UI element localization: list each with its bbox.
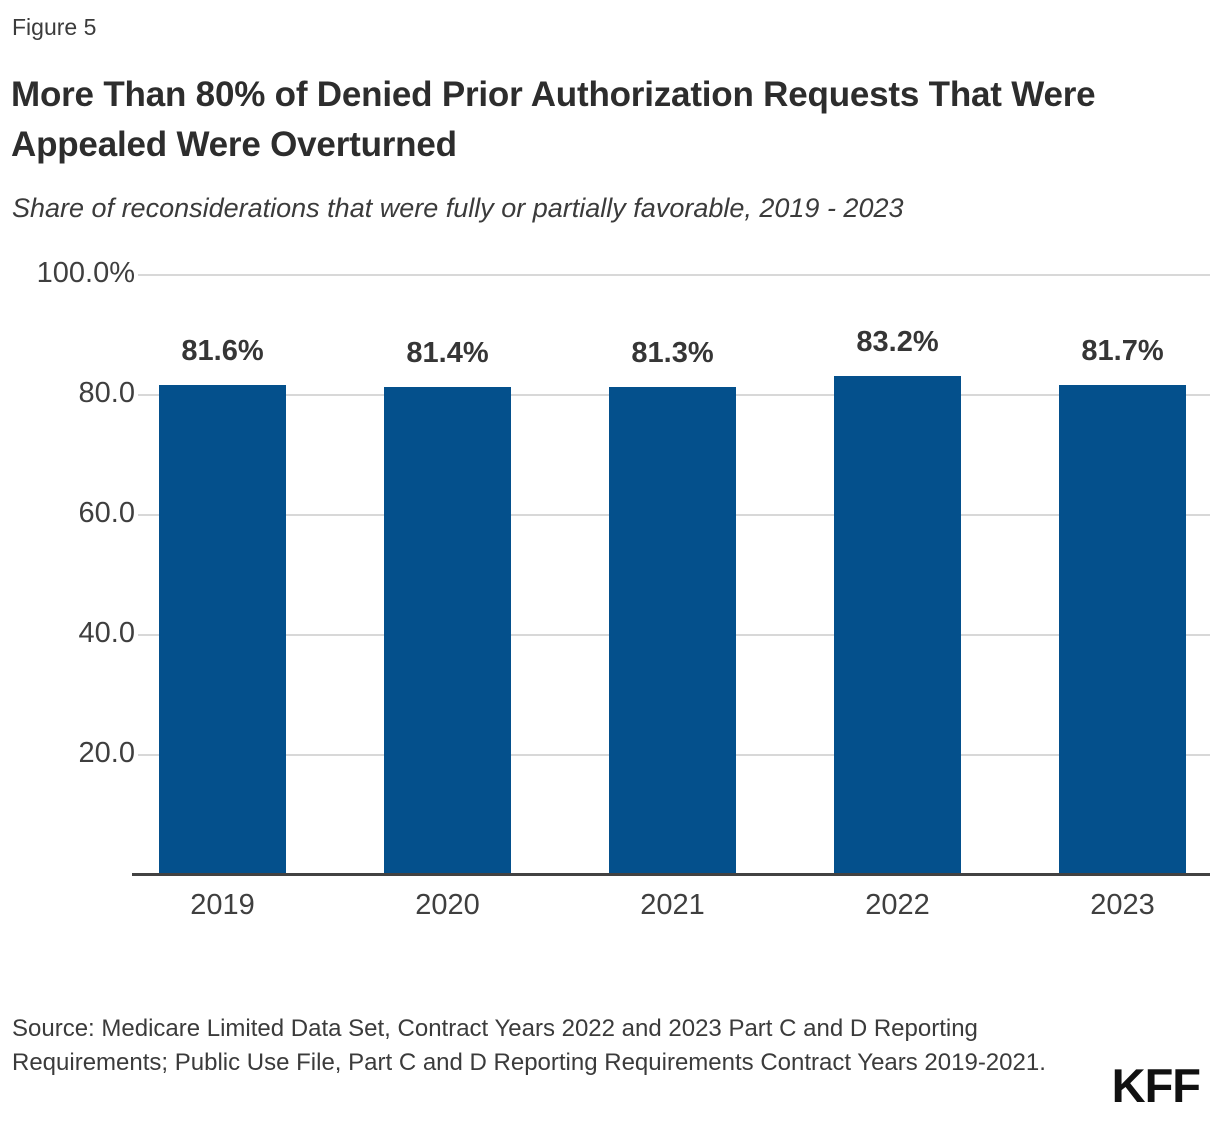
bar-value-label: 81.6%: [181, 335, 264, 368]
source-note: Source: Medicare Limited Data Set, Contr…: [12, 1015, 1046, 1076]
chart-subtitle: Share of reconsiderations that were full…: [12, 193, 904, 223]
y-axis-tick-label: 20.0: [78, 737, 135, 769]
chart-title: More Than 80% of Denied Prior Authorizat…: [11, 75, 1096, 164]
kff-logo: KFF: [1111, 1059, 1201, 1112]
bar-2020: [384, 386, 511, 875]
bar-2021: [609, 387, 736, 875]
bar-2022: [834, 375, 961, 875]
x-axis-tick-label: 2019: [190, 889, 255, 921]
bar-value-label: 81.4%: [406, 336, 489, 369]
x-axis-line: [132, 873, 1210, 876]
bar-chart-plot-area: 100.0% 80.0 60.0 40.0 20.0 81.6% 2019 81.4% 2020…: [36, 257, 1210, 921]
y-axis-tick-label: 80.0: [78, 377, 135, 409]
bar-2019: [159, 385, 286, 875]
bar-value-label: 83.2%: [856, 325, 939, 358]
y-gridline: [138, 274, 1210, 276]
bar-2023: [1059, 384, 1186, 875]
figure-label: Figure 5: [12, 14, 97, 40]
x-axis-tick-label: 2021: [640, 889, 705, 921]
x-axis-tick-label: 2023: [1090, 889, 1155, 921]
y-axis-tick-label: 60.0: [78, 497, 135, 529]
y-axis-tick-label: 40.0: [78, 617, 135, 649]
x-axis-tick-label: 2022: [865, 889, 930, 921]
bar-value-label: 81.3%: [631, 337, 714, 370]
x-axis-tick-label: 2020: [415, 889, 480, 921]
y-axis-tick-label: 100.0%: [36, 257, 135, 289]
bar-value-label: 81.7%: [1081, 334, 1164, 367]
